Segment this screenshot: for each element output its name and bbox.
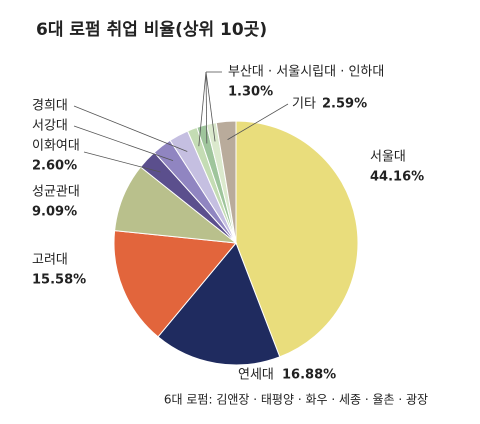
leader-line: [205, 71, 208, 144]
pie-slice: [235, 120, 359, 358]
value-label: 16.88%: [282, 368, 336, 383]
chart-title: 6대 로펌 취업 비율(상위 10곳): [36, 19, 267, 40]
slice-label: 고려대: [32, 253, 68, 268]
leader-line: [198, 71, 207, 147]
pie-slice: [157, 242, 281, 366]
slice-label: 서강대: [32, 119, 68, 134]
leader-line: [73, 125, 174, 162]
slice-label: 서울대: [370, 150, 406, 165]
leader-line: [205, 71, 216, 142]
slice-label: 연세대: [238, 368, 274, 383]
value-label: 44.16%: [370, 170, 424, 185]
value-label: 9.09%: [32, 205, 77, 220]
leader-line: [73, 105, 188, 152]
value-label: 1.30%: [228, 85, 273, 100]
pie-slice: [113, 230, 237, 338]
slice-label: 성균관대: [32, 185, 80, 200]
value-label: 15.58%: [32, 273, 86, 288]
slice-label: 이화여대: [32, 139, 80, 154]
slice-label: 경희대: [32, 99, 68, 114]
value-label: 2.59%: [322, 97, 367, 112]
footnote: 6대 로펌: 김앤장 · 태평양 · 화우 · 세종 · 율촌 · 광장: [164, 393, 428, 407]
leader-line: [227, 103, 289, 140]
group-label: 부산대 · 서울시립대 · 인하대: [228, 65, 384, 80]
slice-label: 기타: [292, 97, 316, 112]
pie-slice: [215, 120, 237, 244]
leader-line: [83, 151, 161, 173]
value-label: 2.60%: [32, 159, 77, 174]
